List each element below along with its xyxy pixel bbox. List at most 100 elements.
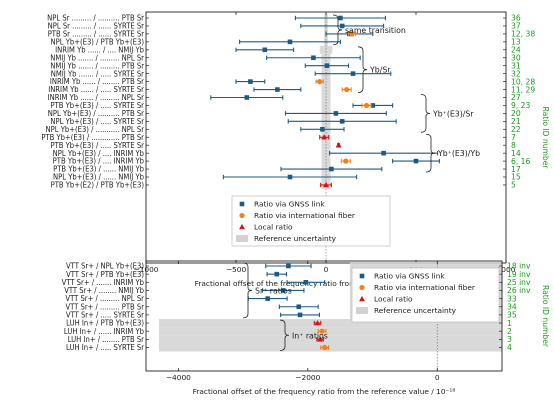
gnss-marker [287,174,293,180]
fiber-marker [349,31,355,37]
ratio-id-label: 9, 23 [511,101,530,110]
legend: Ratio via GNSS link Ratio via internation… [231,195,391,247]
legend-band-swatch [236,235,248,242]
ratio-id-label: 13 [511,38,521,47]
x-tick-label: −2000 [295,373,320,382]
reference-uncertainty-band [158,335,503,344]
ratio-id-label: 15 [511,173,521,182]
ratio-id-label: 22 [511,125,521,134]
ratio-label: PTB Yb+(E3) / .... INRIM Yb [53,157,144,166]
legend-label: Reference uncertainty [374,306,457,315]
legend-label: Ratio via international fiber [374,283,476,292]
local-marker [317,336,324,342]
fiber-marker [343,158,349,164]
ratio-id-label: 20 [511,109,521,118]
ratio-label: INRIM Yb ...... / .... NMIJ Yb [55,45,144,54]
fiber-marker [322,344,328,351]
gnss-marker [296,304,302,310]
gnss-marker [297,312,303,318]
ratio-id-label: 26 inv [507,286,531,295]
gnss-marker [248,79,253,84]
ratio-id-label: 36 [511,14,521,23]
legend-label: Ratio via GNSS link [374,272,445,281]
ratio-label: INRIM Yb ...... / ........ PTB Sr [50,77,144,86]
ratio-id-label: 37 [511,22,521,31]
ratio-id-label: 12, 38 [511,30,535,39]
legend-box [351,267,500,323]
ratio-label: NPL Yb+(E3) / ...... NMIJ Yb [53,173,144,182]
legend-label: Local ratio [374,295,413,304]
legend-label: Ratio via GNSS link [254,200,325,209]
gnss-marker [311,55,316,61]
ratio-label: NPL Sr ......... / ...... SYRTE Sr [48,22,145,31]
ratio-label: PTB Yb+(E3) / ............. PTB Sr [41,133,144,142]
legend: Ratio via GNSS link Ratio via internation… [351,267,500,323]
fiber-marker [363,102,370,109]
legend-label: Local ratio [254,223,293,232]
x-tick-label: 1000 [497,265,516,274]
fiber-marker [344,86,350,93]
ratio-label: VTT Sr+ / ......... NPL Sr [65,294,144,303]
ratio-label: VTT Sr+ / ....... INRIM Yb [62,278,144,287]
local-marker [359,295,365,302]
ratio-id-label: 18 inv [507,262,531,271]
local-marker [335,142,342,148]
ratio-label: NPL Sr ......... / .......... PTB Sr [47,14,144,23]
ratio-label: NPL Yb+(E3) / ..... SYRTE Sr [50,117,144,126]
x-axis-label: Fractional offset of the frequency ratio… [193,387,456,396]
local-marker [314,319,321,326]
ratio-id-label: 4 [507,343,512,352]
ratio-label: NMIJ Yb ....... / ..... SYRTE Sr [51,69,144,78]
ratio-label: LUH In+ / ..... SYRTE Sr [66,343,144,352]
ratio-id-label: 8 [511,141,516,150]
legend-label: Ratio via international fiber [254,211,356,220]
local-marker [323,181,329,188]
gnss-marker [320,127,325,132]
chart-upper-panel: −1000−50005001000NPL Sr ......... / ....… [41,11,550,288]
x-tick-label: 0 [435,373,440,382]
ratio-label: NPL Yb+(E3) / ........... NPL Sr [46,125,145,134]
gnss-marker [244,95,250,100]
reference-uncertainty-band [158,343,503,352]
gnss-marker [274,271,280,277]
reference-uncertainty-band [158,327,503,336]
x-tick-label: 0 [324,265,329,274]
gnss-marker [370,103,376,108]
ratio-id-label: 31 [511,61,521,70]
ratio-id-label: 14 [511,149,521,158]
ratio-id-label: 3 [507,335,512,344]
gnss-marker [350,71,356,76]
gnss-marker [381,150,386,156]
gnss-marker [303,280,309,285]
x-tick-label: −4000 [166,373,191,382]
ratio-id-label: 24 [511,46,521,55]
gnss-marker [275,87,280,92]
gnss-marker [262,47,268,53]
gnss-marker [280,288,286,293]
ratio-label: NPL Yb+(E3) / .... INRIM Yb [53,149,144,158]
fiber-marker [239,212,245,219]
plot-frame [145,260,503,372]
ratio-label: VTT Sr+ / PTB Yb+(E3) [66,270,144,279]
ratio-label: NMIJ Yb ....... / ......... PTB Sr [50,61,144,70]
ratio-id-label: 21 [511,117,521,126]
ratio-id-label: 17 [511,165,521,174]
ratio-label: PTB Yb+(E3) / ..... SYRTE Sr [50,141,144,150]
legend-box [231,195,391,247]
ratio-id-label: 11, 29 [511,85,535,94]
ratio-label: PTB Yb+(E3) / ..... SYRTE Sr [50,101,144,110]
ratio-id-label: 35 [507,311,517,320]
ratio-label: LUH In+ / PTB Yb+(E3) [66,319,144,328]
ratio-id-label: 30 [511,53,521,62]
gnss-marker [265,296,270,301]
reference-uncertainty-band [349,261,502,271]
ratio-label: VTT Sr+ / ......... PTB Sr [65,302,144,311]
ratio-id-label: 32 [511,69,521,78]
gnss-marker [239,201,245,207]
gnss-marker [324,63,330,68]
reference-uncertainty-band [158,318,503,328]
local-marker [239,223,245,230]
ratio-label: PTB Sr ......... / ...... SYRTE Sr [48,30,145,39]
group-brace [332,14,343,46]
